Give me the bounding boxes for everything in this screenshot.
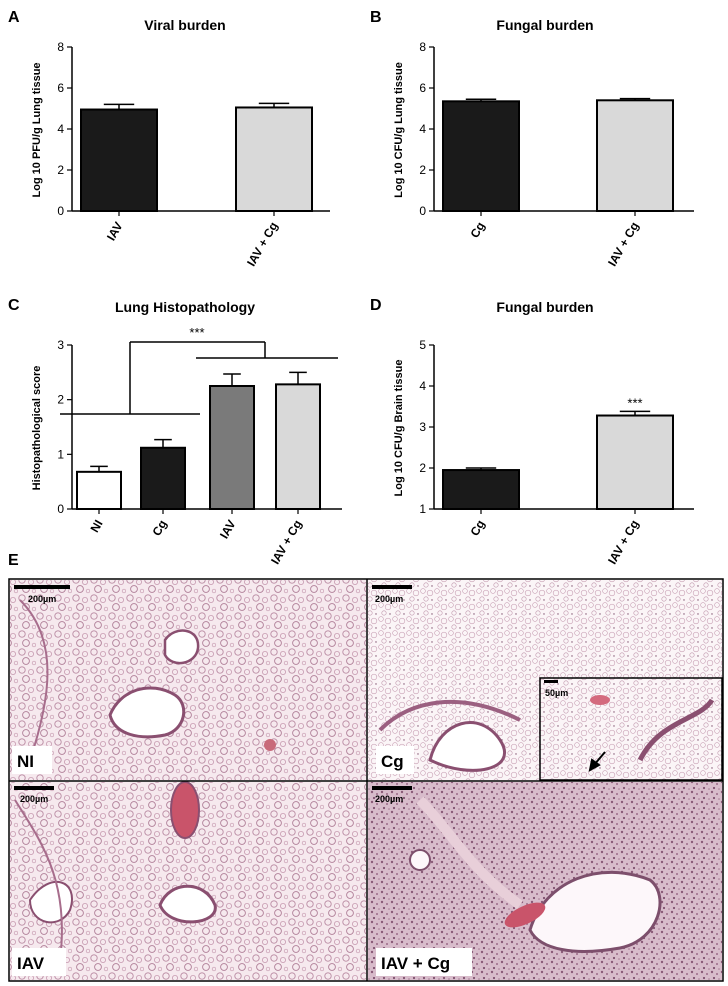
y-tick-label: 1 <box>57 447 64 461</box>
x-tick-label: IAV + Cg <box>268 518 305 567</box>
bar <box>596 99 674 212</box>
y-tick-label: 3 <box>57 338 64 352</box>
bar <box>140 446 186 511</box>
bar <box>442 100 520 212</box>
y-tick-label: 4 <box>57 122 64 136</box>
scale-bar-iav-text: 200µm <box>20 794 48 804</box>
significance-label: *** <box>627 395 642 410</box>
x-tick-label: Cg <box>149 518 169 539</box>
y-tick-label: 6 <box>419 81 426 95</box>
chart-b-ylabel: Log 10 CFU/g Lung tissue <box>393 62 405 198</box>
x-tick-label: IAV + Cg <box>605 220 642 269</box>
y-tick-label: 4 <box>419 122 426 136</box>
y-tick-label: 2 <box>419 461 426 475</box>
x-tick-label: IAV + Cg <box>605 518 642 567</box>
image-label-iav-cg-text: IAV + Cg <box>381 954 450 973</box>
histology-frame <box>8 578 724 982</box>
y-tick-label: 2 <box>57 163 64 177</box>
panel-label-a: A <box>8 9 20 26</box>
chart-a-ylabel: Log 10 PFU/g Lung tissue <box>31 62 43 197</box>
chart-d-title: Fungal burden <box>496 299 593 315</box>
histology-image-ni <box>10 580 366 780</box>
histology-inset <box>539 677 723 781</box>
histology-image-iav <box>10 781 366 980</box>
x-tick-label: IAV <box>104 220 126 244</box>
y-tick-label: 6 <box>57 81 64 95</box>
bar <box>209 385 255 510</box>
chart-d-ylabel: Log 10 CFU/g Brain tissue <box>393 360 405 497</box>
chart-d: 1 2 3 4 5 Cg IAV + Cg *** <box>419 338 694 567</box>
scale-bar-iav-cg-text: 200µm <box>375 794 403 804</box>
bar <box>596 414 674 510</box>
x-tick-label: IAV + Cg <box>244 220 281 269</box>
image-label-ni-text: NI <box>17 752 34 771</box>
image-label-iav-text: IAV <box>17 954 45 973</box>
scale-bar-ni-text: 200µm <box>28 594 56 604</box>
panel-label-b: B <box>370 9 382 26</box>
arrow-icon <box>588 751 606 772</box>
y-tick-label: 2 <box>419 163 426 177</box>
panel-label-e: E <box>8 552 19 569</box>
scale-bar-cg: 200µm <box>372 585 412 604</box>
scale-bar-ni: 200µm <box>14 585 70 604</box>
x-tick-label: Cg <box>467 220 487 241</box>
y-tick-label: 8 <box>57 40 64 54</box>
bar <box>235 106 313 212</box>
image-label-iav: IAV <box>12 948 66 976</box>
scale-bar-iav: 200µm <box>14 786 54 804</box>
bar <box>442 469 520 510</box>
x-tick-label: NI <box>87 518 105 535</box>
scale-bar-cg-inset: 50µm <box>544 680 568 698</box>
chart-b-title: Fungal burden <box>496 17 593 33</box>
chart-c-title: Lung Histopathology <box>115 299 255 315</box>
histology-image-iav-cg <box>368 782 722 980</box>
chart-c-ylabel: Histopathological score <box>31 366 43 491</box>
image-label-cg-text: Cg <box>381 752 404 771</box>
y-tick-label: 0 <box>419 204 426 218</box>
chart-a: 0 2 4 6 8 IAV IAV + Cg <box>57 40 330 269</box>
image-label-ni: NI <box>12 746 52 774</box>
y-tick-label: 1 <box>419 502 426 516</box>
bar <box>80 108 158 212</box>
chart-c: 0 1 2 3 NI Cg IAV IAV + Cg <box>57 338 342 567</box>
image-label-cg: Cg <box>376 746 414 774</box>
panel-label-d: D <box>370 297 382 314</box>
bar <box>275 383 321 510</box>
image-label-iav-cg: IAV + Cg <box>376 948 472 976</box>
x-tick-label: Cg <box>467 518 487 539</box>
y-tick-label: 4 <box>419 379 426 393</box>
chart-c-significance-label: *** <box>189 325 204 340</box>
y-tick-label: 8 <box>419 40 426 54</box>
chart-c-significance-bracket <box>60 341 338 415</box>
y-tick-label: 0 <box>57 502 64 516</box>
bar <box>76 470 122 510</box>
scale-bar-iav-cg: 200µm <box>372 786 412 804</box>
histology-image-cg <box>368 580 723 781</box>
scale-bar-inset-text: 50µm <box>545 688 568 698</box>
panel-label-c: C <box>8 297 20 314</box>
y-tick-label: 5 <box>419 338 426 352</box>
chart-b: 0 2 4 6 8 Cg IAV + Cg <box>419 40 694 269</box>
scale-bar-cg-text: 200µm <box>375 594 403 604</box>
y-tick-label: 3 <box>419 420 426 434</box>
y-tick-label: 0 <box>57 204 64 218</box>
chart-a-title: Viral burden <box>144 17 225 33</box>
y-tick-label: 2 <box>57 393 64 407</box>
x-tick-label: IAV <box>217 518 239 542</box>
